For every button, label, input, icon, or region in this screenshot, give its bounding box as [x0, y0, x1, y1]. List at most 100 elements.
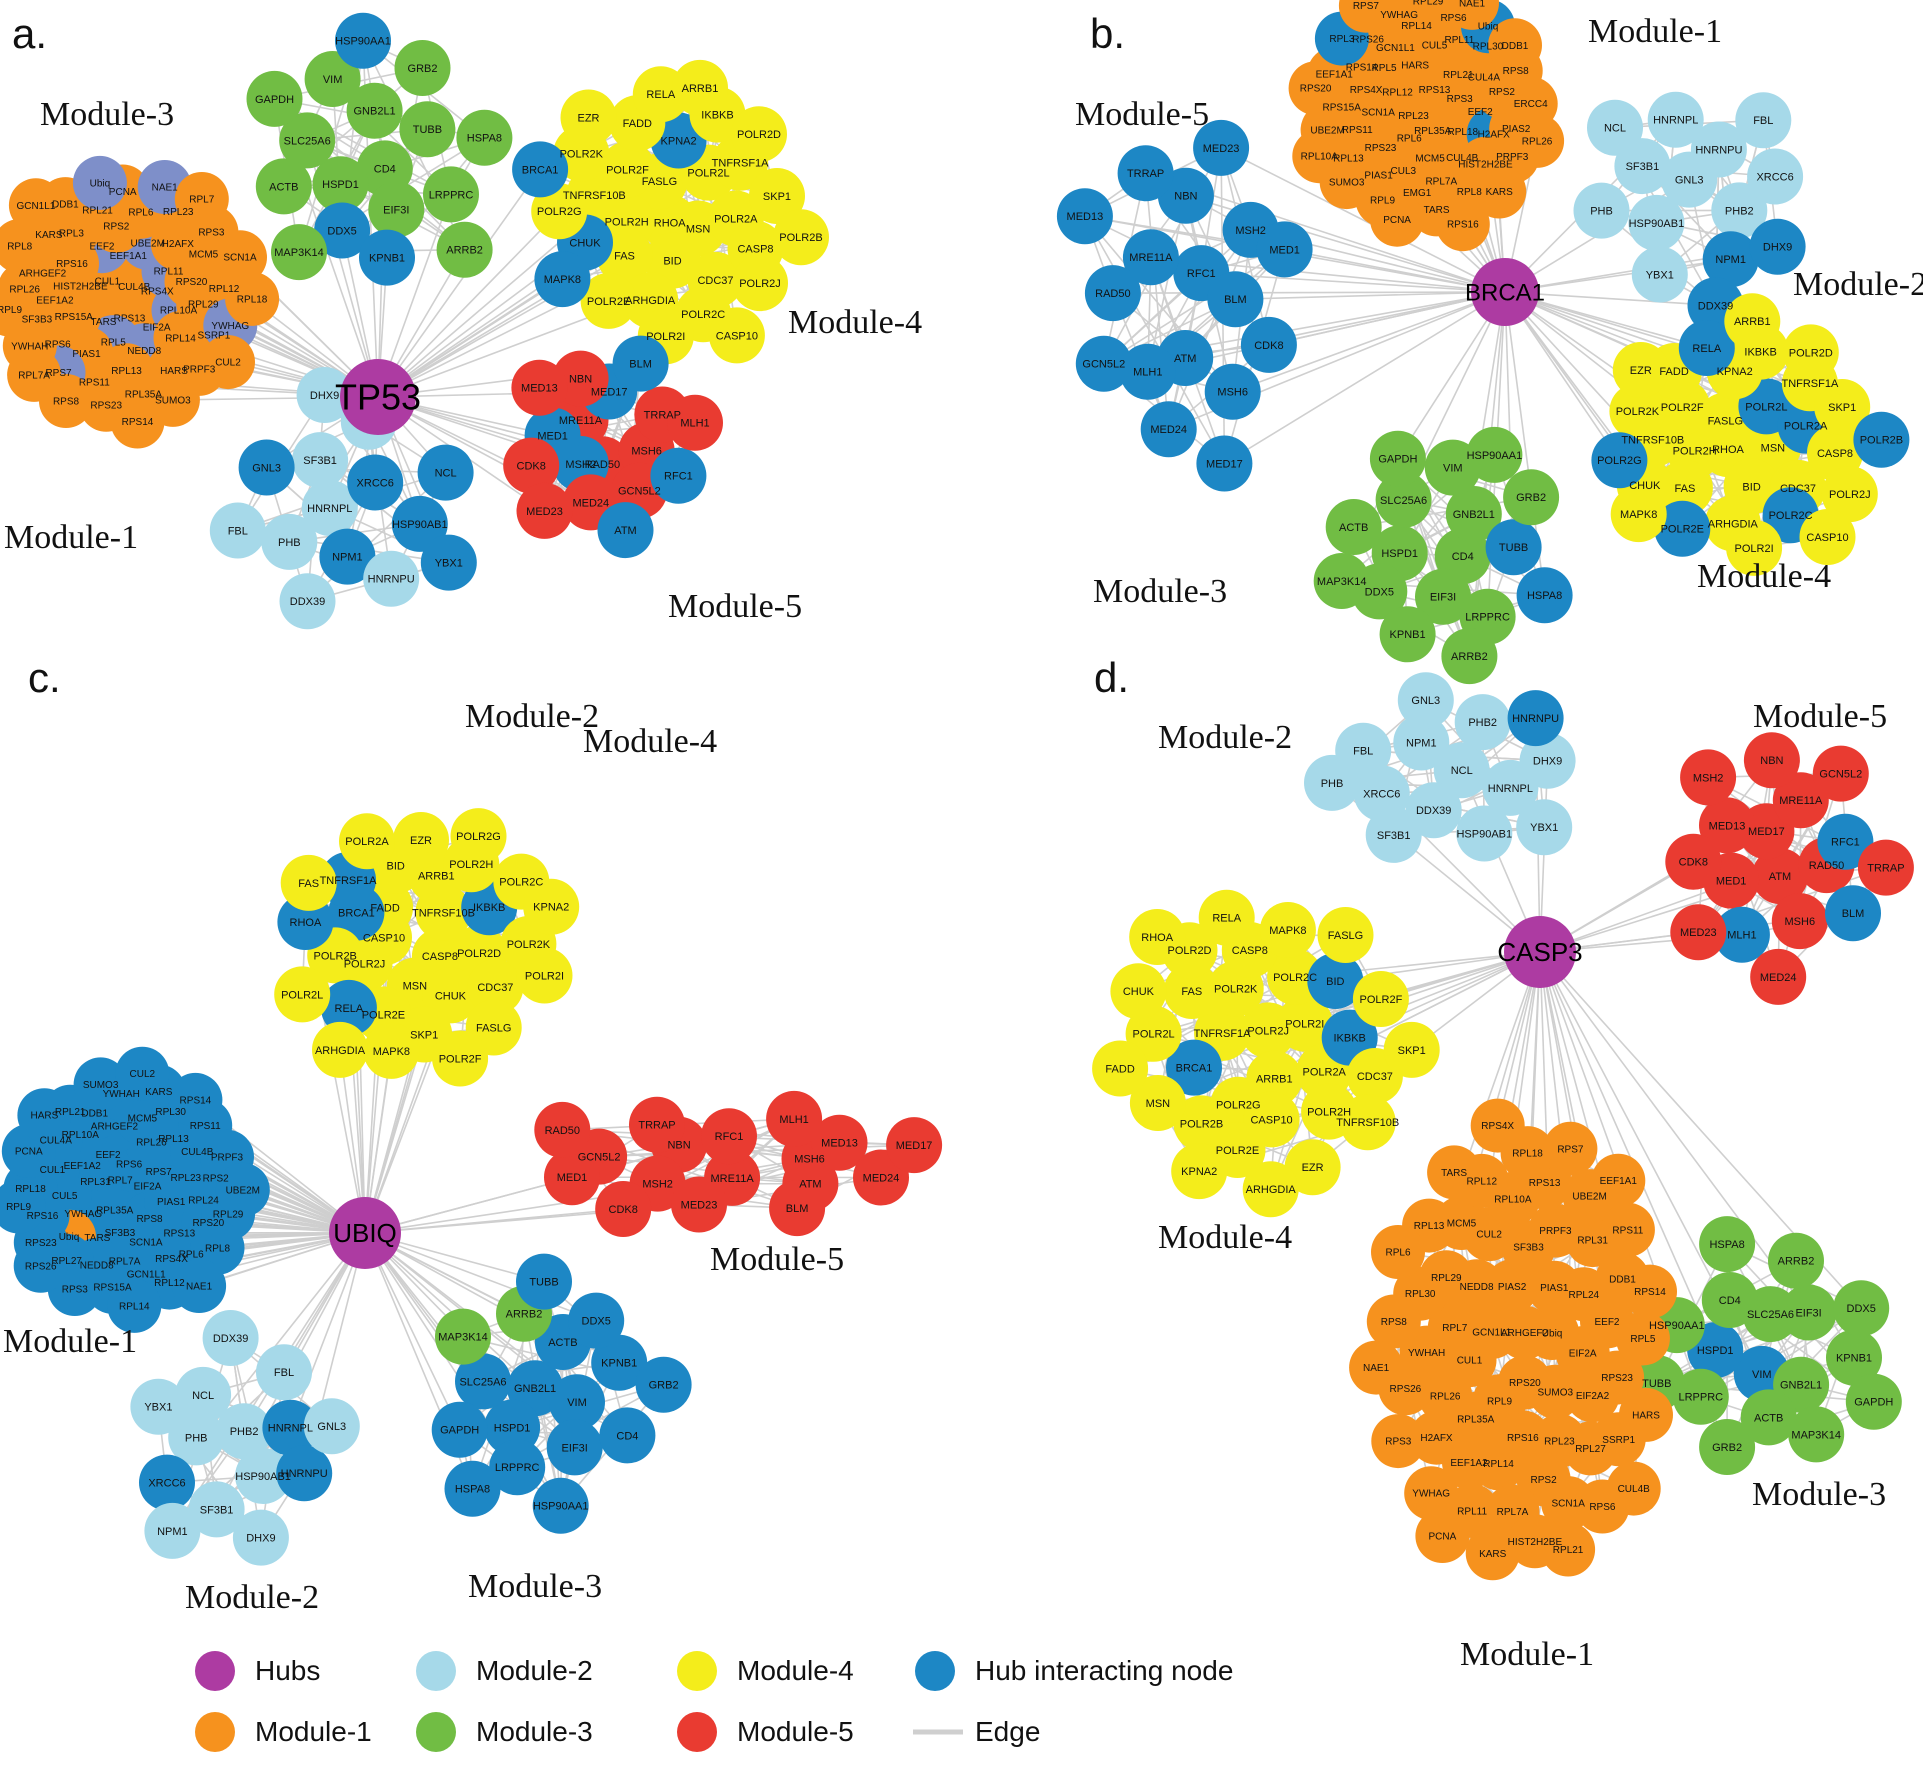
node-MSN[interactable]: [1129, 1075, 1186, 1131]
node-RHOA[interactable]: [1129, 909, 1186, 965]
node-YBX1[interactable]: [130, 1378, 187, 1435]
node-CASP10[interactable]: [708, 307, 765, 364]
node-DDX5[interactable]: [1833, 1280, 1890, 1337]
node-CDC37[interactable]: [467, 959, 524, 1015]
node-POLR2G[interactable]: [1591, 432, 1648, 489]
node-POLR2J[interactable]: [1821, 466, 1878, 523]
node-BLM[interactable]: [612, 335, 669, 392]
node-RPS14[interactable]: [1623, 1264, 1677, 1319]
node-MSH2[interactable]: [1680, 749, 1737, 806]
node-RPL14[interactable]: [107, 1278, 162, 1333]
node-MED1[interactable]: [1256, 221, 1313, 278]
node-KPNB1[interactable]: [1379, 606, 1436, 663]
node-MAP3K14[interactable]: [1313, 553, 1370, 609]
node-TRRAP[interactable]: [1857, 839, 1914, 896]
node-GAPDH[interactable]: [1845, 1373, 1902, 1430]
node-DHX9[interactable]: [1749, 218, 1806, 275]
node-POLR2I[interactable]: [1726, 519, 1783, 576]
node-RPL7[interactable]: [174, 172, 229, 226]
node-XRCC6[interactable]: [139, 1454, 195, 1511]
node-POLR2F[interactable]: [1352, 971, 1409, 1027]
node-RPS23[interactable]: [1590, 1350, 1645, 1405]
node-HARS[interactable]: [17, 1088, 72, 1143]
node-MAP3K14[interactable]: [1788, 1406, 1845, 1463]
node-Ubiq[interactable]: [72, 155, 127, 210]
node-SKP1[interactable]: [749, 168, 805, 224]
node-POLR2E[interactable]: [1654, 500, 1711, 557]
node-EIF3I[interactable]: [1415, 568, 1471, 625]
node-RPS7[interactable]: [1543, 1121, 1598, 1176]
node-VIM[interactable]: [549, 1374, 605, 1431]
node-DDB1[interactable]: [1488, 18, 1542, 73]
node-GCN5L2[interactable]: [1812, 745, 1869, 802]
node-MED24[interactable]: [1140, 401, 1197, 458]
node-PHB2[interactable]: [1711, 182, 1768, 239]
node-RPL8[interactable]: [0, 219, 47, 273]
node-GCN5L2[interactable]: [1075, 335, 1132, 392]
node-POLR2K[interactable]: [1609, 383, 1666, 440]
node-MED1[interactable]: [544, 1149, 600, 1206]
node-CUL4B[interactable]: [1606, 1461, 1661, 1516]
node-SLC25A6[interactable]: [455, 1353, 511, 1410]
node-RPL5[interactable]: [1615, 1311, 1670, 1366]
node-DDX39[interactable]: [279, 573, 336, 630]
node-MED13[interactable]: [811, 1114, 868, 1171]
node-GAPDH[interactable]: [246, 70, 303, 127]
node-RPL18[interactable]: [225, 271, 280, 326]
node-MAPK8[interactable]: [1259, 902, 1316, 958]
node-SKP1[interactable]: [1814, 379, 1871, 435]
node-POLR2D[interactable]: [1782, 324, 1839, 381]
node-MLH1[interactable]: [1119, 343, 1176, 400]
node-POLR2I[interactable]: [1276, 995, 1333, 1052]
node-HSPA8[interactable]: [1699, 1216, 1756, 1273]
node-HSP90AA1[interactable]: [532, 1477, 589, 1534]
node-RPL26[interactable]: [1510, 113, 1565, 168]
node-RPS14[interactable]: [110, 394, 165, 449]
node-YBX1[interactable]: [1516, 799, 1573, 856]
node-RFC1[interactable]: [1817, 813, 1874, 870]
node-PHB[interactable]: [168, 1409, 225, 1466]
node-NPM1[interactable]: [1702, 231, 1759, 288]
node-RPS20[interactable]: [1288, 61, 1343, 116]
node-CD4[interactable]: [599, 1407, 656, 1464]
node-MED24[interactable]: [1750, 948, 1807, 1005]
node-POLR2D[interactable]: [731, 106, 787, 163]
node-RPS26[interactable]: [13, 1238, 68, 1293]
node-GNL3[interactable]: [238, 439, 295, 496]
node-RPS7[interactable]: [1338, 0, 1393, 33]
node-RFC1[interactable]: [701, 1108, 757, 1165]
node-GNB2L1[interactable]: [346, 82, 403, 139]
node-FAS[interactable]: [1163, 963, 1220, 1019]
node-BRCA1[interactable]: [1166, 1039, 1222, 1096]
node-CDK8[interactable]: [1240, 316, 1297, 373]
node-LRPPRC[interactable]: [1672, 1368, 1729, 1425]
node-HNRNPU[interactable]: [1507, 690, 1564, 747]
node-SF3B1[interactable]: [188, 1481, 245, 1538]
node-DDX39[interactable]: [202, 1310, 259, 1366]
node-GRB2[interactable]: [1699, 1419, 1756, 1475]
node-MLH1[interactable]: [766, 1090, 823, 1147]
node-RPS14[interactable]: [168, 1072, 223, 1127]
node-MED23[interactable]: [1670, 904, 1727, 961]
node-EZR[interactable]: [1612, 342, 1669, 398]
node-DHX9[interactable]: [296, 367, 353, 423]
node-KPNB1[interactable]: [359, 229, 415, 286]
node-RAD50[interactable]: [534, 1101, 591, 1158]
node-HSP90AB1[interactable]: [1456, 805, 1513, 862]
node-HSPD1[interactable]: [312, 156, 369, 213]
node-RPL21[interactable]: [1541, 1522, 1596, 1577]
node-CD4[interactable]: [1701, 1272, 1758, 1328]
node-BLM[interactable]: [1825, 885, 1881, 942]
node-MAP3K14[interactable]: [271, 224, 327, 281]
node-PHB2[interactable]: [216, 1403, 273, 1460]
node-TUBB[interactable]: [399, 101, 456, 158]
node-POLR2C[interactable]: [1267, 949, 1324, 1005]
node-GAPDH[interactable]: [431, 1401, 488, 1458]
node-CHUK[interactable]: [1110, 963, 1167, 1020]
node-XRCC6[interactable]: [1747, 148, 1804, 205]
node-CUL2[interactable]: [115, 1046, 170, 1101]
node-HSPA8[interactable]: [1516, 567, 1573, 624]
node-YBX1[interactable]: [1631, 246, 1688, 303]
node-RPL7A[interactable]: [7, 347, 62, 402]
node-YBX1[interactable]: [420, 534, 477, 591]
